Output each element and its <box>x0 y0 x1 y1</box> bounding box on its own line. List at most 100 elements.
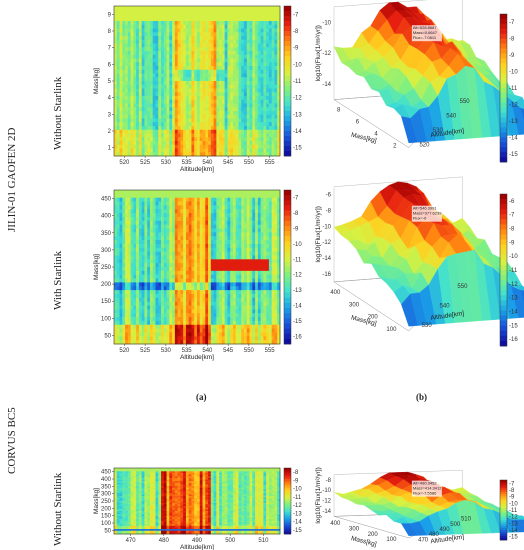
heatmap-cell <box>230 282 234 287</box>
heatmap-cell <box>271 81 275 86</box>
heatmap-cell <box>161 270 165 276</box>
heatmap-cell <box>208 114 212 119</box>
heatmap-cell <box>138 313 143 318</box>
heatmap-cell <box>230 270 234 276</box>
heatmap-cell <box>166 301 170 306</box>
heatmap-cell <box>172 267 176 272</box>
heatmap-cell <box>133 9 137 14</box>
heatmap-cell <box>183 84 187 89</box>
heatmap-cell <box>238 96 242 101</box>
heatmap-cell <box>138 32 143 37</box>
heatmap-cell <box>219 99 223 104</box>
heatmap-cell <box>205 137 209 142</box>
heatmap-cell <box>141 99 145 104</box>
heatmap-cell <box>224 84 228 89</box>
heatmap-cell <box>161 320 165 326</box>
heatmap-cell <box>174 240 179 245</box>
heatmap-cell <box>224 236 228 241</box>
heatmap-cell <box>197 267 201 272</box>
heatmap-cell <box>130 301 134 306</box>
heatmap-cell <box>169 270 173 276</box>
heatmap-cell <box>133 77 137 82</box>
heatmap-cell <box>155 236 159 241</box>
heatmap-cell <box>202 62 206 67</box>
heatmap-cell <box>216 114 220 119</box>
heatmap-cell <box>224 126 228 131</box>
heatmap-cell <box>244 251 248 256</box>
heatmap-cell <box>255 62 259 67</box>
heatmap-cell <box>158 263 162 268</box>
heatmap-cell <box>274 36 278 41</box>
heatmap-cell <box>230 216 234 222</box>
heatmap-cell <box>161 286 165 291</box>
colorbar-segment <box>284 236 291 242</box>
heatmap-cell <box>138 201 143 206</box>
heatmap-cell <box>152 51 156 56</box>
heatmap-cell <box>161 9 165 14</box>
heatmap-cell <box>174 39 179 44</box>
heatmap-cell <box>172 259 176 264</box>
heatmap-cell <box>232 144 237 149</box>
heatmap-cell <box>166 220 170 226</box>
heatmap-cell <box>249 313 253 318</box>
heatmap-cell <box>221 251 226 256</box>
heatmap-cell <box>230 197 234 202</box>
heatmap-cell <box>224 122 228 127</box>
heatmap-cell <box>249 39 253 44</box>
heatmap-cell <box>122 270 126 276</box>
heatmap-cell <box>174 62 179 67</box>
heatmap-cell <box>197 240 201 245</box>
heatmap-cell <box>268 84 273 89</box>
heatmap-cell <box>235 69 239 74</box>
heatmap-cell <box>158 88 162 93</box>
heatmap-cell <box>172 305 176 310</box>
heatmap-cell <box>138 43 143 48</box>
heatmap-cell <box>169 62 173 67</box>
heatmap-cell <box>227 77 231 82</box>
heatmap-cell <box>166 111 170 116</box>
heatmap-cell <box>224 328 228 333</box>
heatmap-cell <box>114 468 118 471</box>
heatmap-cell <box>257 282 262 287</box>
heatmap-cell <box>194 17 198 22</box>
heatmap-cell <box>202 58 206 63</box>
heatmap-cell <box>116 340 120 345</box>
colorbar-segment <box>284 46 291 52</box>
heatmap-cell <box>260 17 264 22</box>
heatmap-cell <box>188 340 192 345</box>
heatmap-cell <box>166 324 170 329</box>
heatmap-cell <box>266 193 270 199</box>
heatmap-cell <box>227 118 231 123</box>
x-tick-label: 525 <box>140 348 151 354</box>
heatmap-cell <box>257 62 262 67</box>
heatmap-cell <box>147 133 151 138</box>
heatmap-cell <box>169 84 173 89</box>
heatmap-cell <box>263 213 267 218</box>
heatmap-cell <box>119 107 123 112</box>
heatmap-cell <box>277 96 281 101</box>
heatmap-cell <box>277 251 281 256</box>
heatmap-cell <box>191 6 195 11</box>
heatmap-cell <box>161 228 165 233</box>
heatmap-cell <box>271 84 275 89</box>
heatmap-cell <box>260 290 264 295</box>
heatmap-cell <box>263 220 267 226</box>
heatmap-cell <box>213 263 217 268</box>
heatmap-cell <box>136 290 140 295</box>
heatmap-cell <box>127 313 131 318</box>
heatmap-cell <box>183 47 187 52</box>
heatmap-cell <box>246 32 250 37</box>
heatmap-cell <box>174 17 179 22</box>
heatmap-cell <box>163 240 167 245</box>
heatmap-cell <box>136 114 140 119</box>
heatmap-cell <box>221 152 226 157</box>
heatmap-cell <box>125 213 129 218</box>
heatmap-cell <box>232 81 237 86</box>
heatmap-cell <box>257 137 262 142</box>
heatmap-cell <box>246 216 250 222</box>
heatmap-cell <box>122 301 126 306</box>
heatmap-cell <box>133 21 137 26</box>
heatmap-cell <box>127 51 131 56</box>
heatmap-cell <box>210 270 214 276</box>
heatmap-cell <box>177 133 181 138</box>
